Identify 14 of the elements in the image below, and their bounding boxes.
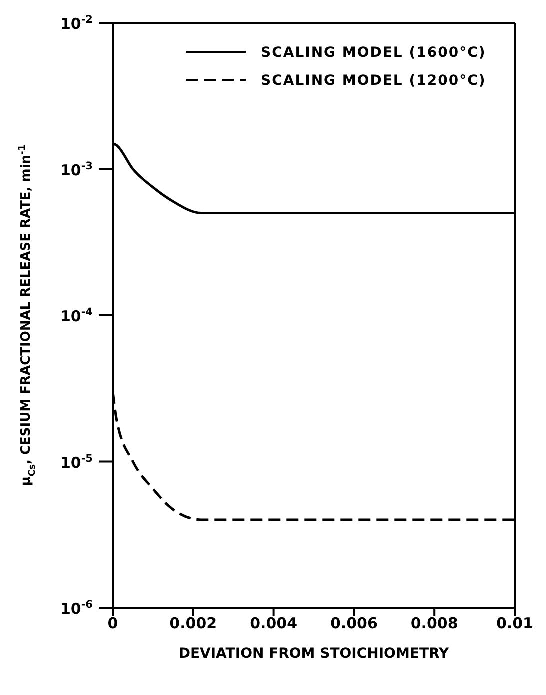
y-tick-label: 10$^{-3}$ (60, 160, 93, 180)
y-tick-label: 10$^{-4}$ (60, 306, 93, 326)
x-tick-label: 0.002 (170, 614, 218, 633)
y-tick-label: 10$^{-2}$ (60, 14, 93, 33)
x-axis-title: DEVIATION FROM STOICHIOMETRY (178, 646, 450, 662)
y-tick-label: 10$^{-5}$ (60, 452, 93, 472)
x-tick-label: 0.004 (250, 614, 298, 633)
x-tick-label: 0.008 (410, 614, 458, 633)
x-tick-label: 0.006 (330, 614, 378, 633)
y-tick-label: 10$^{-6}$ (60, 599, 93, 618)
x-tick-label: 0.01 (496, 614, 534, 633)
legend-label: SCALING MODEL (1200°C) (261, 73, 486, 89)
x-tick-label: 0 (108, 614, 118, 633)
legend-label: SCALING MODEL (1600°C) (261, 45, 486, 61)
